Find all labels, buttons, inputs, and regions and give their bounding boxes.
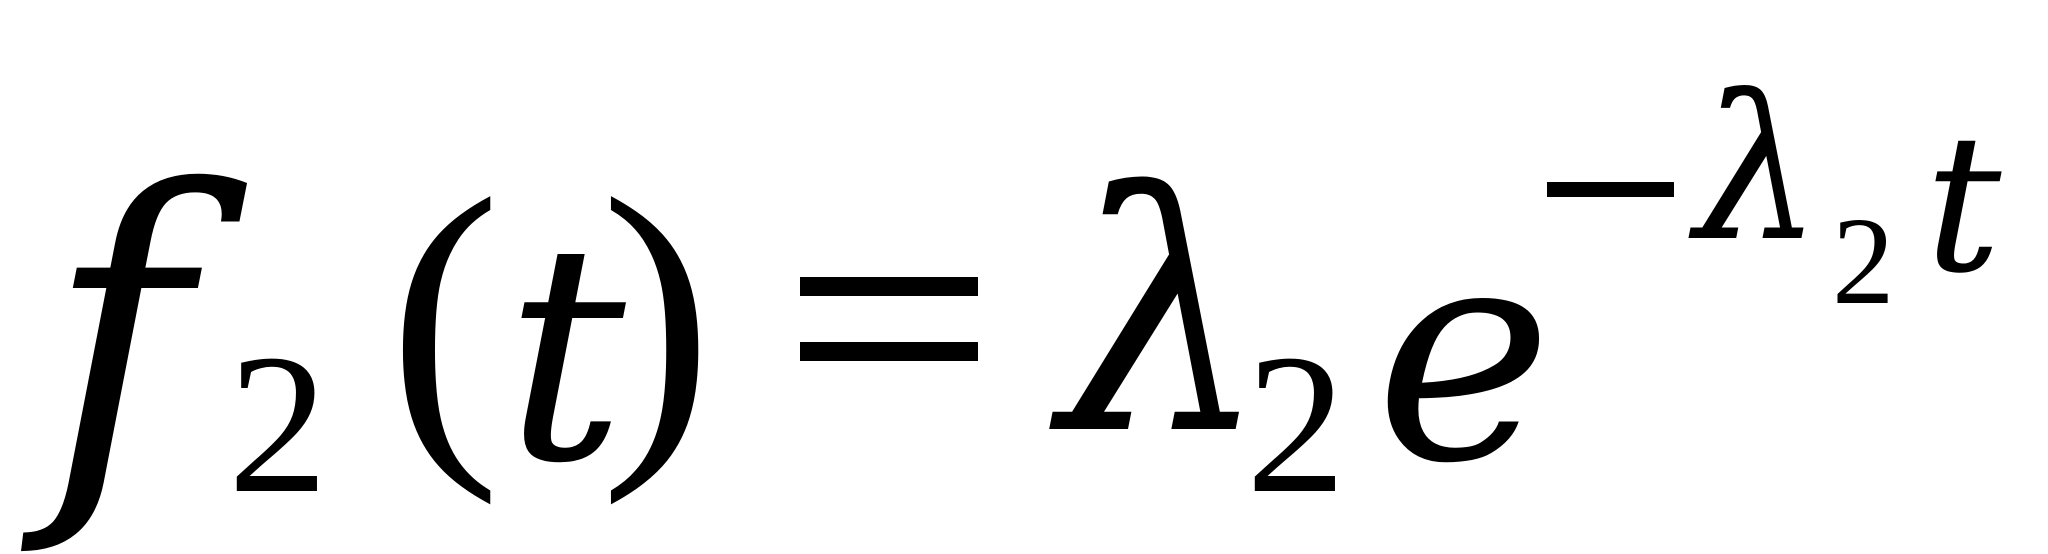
exponential-base: e [1375,180,1553,529]
exponent-minus-sign [1547,182,1674,197]
close-paren: ) [600,129,714,506]
open-paren: ( [388,129,502,506]
equals-sign-bottom-bar [800,342,978,361]
function-name: f [45,108,190,554]
function-subscript: 2 [228,314,328,535]
equals-sign-top-bar [800,277,978,296]
exponent-rate-subscript: 2 [1832,193,1895,331]
argument: t [505,180,626,529]
rate-symbol: λ [1060,123,1270,507]
rate-subscript: 2 [1246,314,1346,535]
exponent-variable: t [1925,94,2002,315]
exponent-rate-symbol: λ [1695,53,1822,286]
